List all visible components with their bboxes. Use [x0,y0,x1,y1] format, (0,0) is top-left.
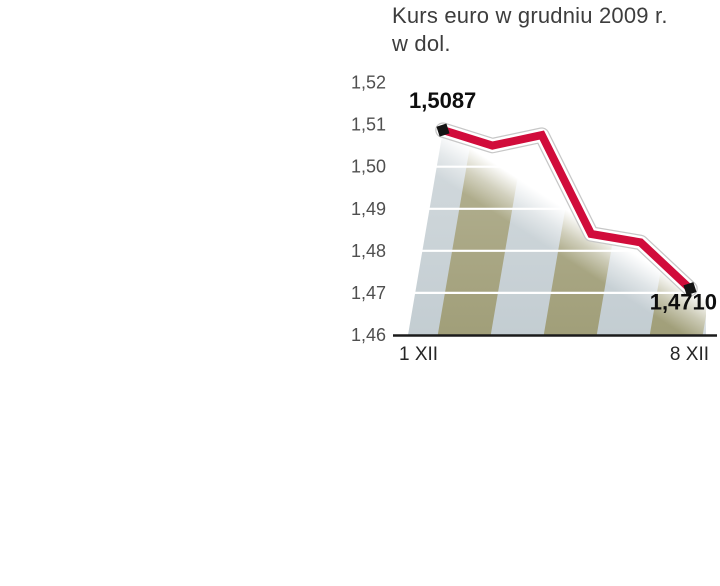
last-value-label: 1,4710 [650,290,717,315]
x-axis-label-end: 8 XII [670,344,709,365]
start-marker [436,123,450,137]
end-marker [683,282,697,296]
x-axis-label-start: 1 XII [399,344,438,365]
y-axis-tick-label: 1,51 [351,115,386,135]
y-axis-tick-label: 1,47 [351,283,386,303]
y-axis-tick-label: 1,46 [351,325,386,345]
chart-title: Kurs euro w grudniu 2009 r. w dol. [392,2,668,58]
y-axis-tick-label: 1,50 [351,157,386,177]
first-value-label: 1,5087 [409,88,476,113]
chart-title-line-1: Kurs euro w grudniu 2009 r. [392,3,668,28]
stripe-area-fill [408,130,706,335]
y-axis-tick-label: 1,48 [351,241,386,261]
rate-line [441,126,693,292]
chart-title-line-2: w dol. [392,31,451,56]
y-axis-tick-label: 1,52 [351,73,386,93]
y-axis-tick-label: 1,49 [351,199,386,219]
